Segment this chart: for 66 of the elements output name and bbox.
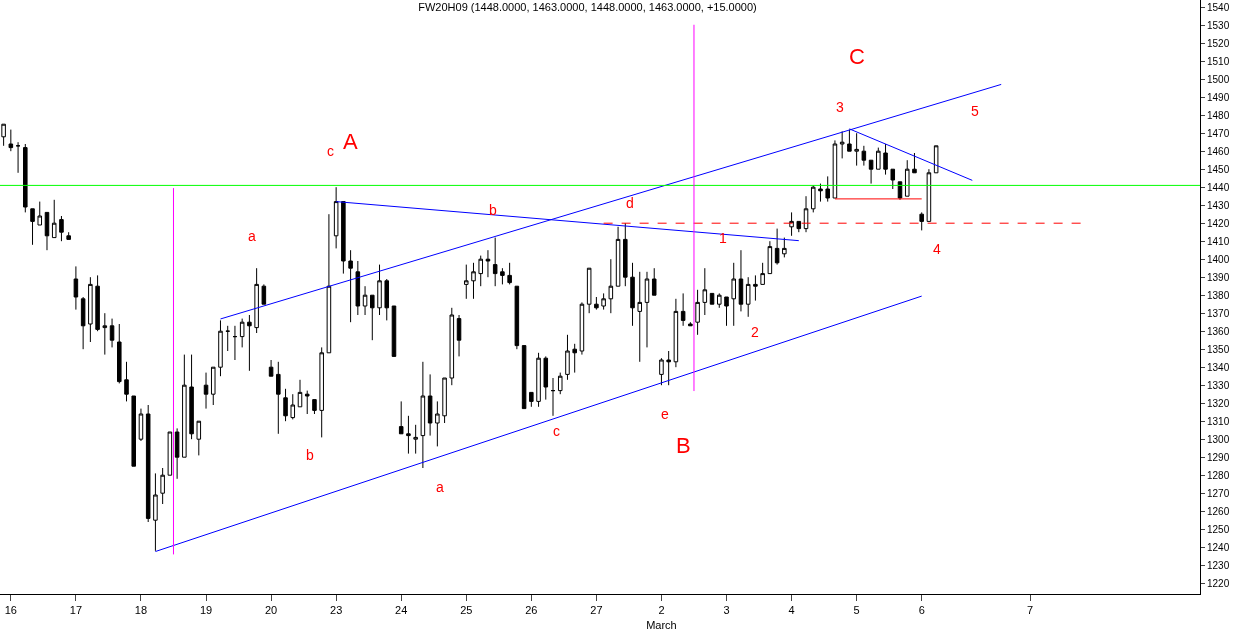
annotation: a [248,228,256,244]
y-tick-label: 1420 [1207,217,1230,229]
y-tick-label: 1510 [1207,55,1230,67]
y-tick-label: 1380 [1207,289,1230,301]
annotation: B [676,433,691,458]
y-tick-label: 1240 [1207,541,1230,553]
y-tick-label: 1530 [1207,19,1230,31]
y-tick-label: 1350 [1207,343,1230,355]
x-tick-label: 4 [788,604,795,617]
y-tick-label: 1480 [1207,109,1230,121]
y-tick-label: 1220 [1207,577,1230,589]
y-tick-label: 1270 [1207,487,1230,499]
x-tick-label: 27 [590,604,603,617]
x-tick-label: 6 [918,604,925,617]
x-tick-label: 25 [460,604,473,617]
x-tick-label: 17 [69,604,83,617]
annotation: b [306,447,314,463]
y-tick-label: 1430 [1207,199,1230,211]
y-tick-label: 1370 [1207,307,1230,319]
annotation: 2 [751,324,759,340]
annotation: e [661,406,669,422]
y-tick-label: 1250 [1207,523,1230,535]
y-tick-label: 1310 [1207,415,1230,427]
x-tick-label: 18 [134,604,148,617]
x-tick-label: 16 [4,604,17,617]
y-tick-label: 1500 [1207,73,1230,85]
y-tick-label: 1290 [1207,451,1230,463]
annotation: a [436,479,444,495]
x-tick-label: 20 [264,604,278,617]
x-tick-label: 19 [199,604,213,617]
annotation: b [489,202,497,218]
y-tick-label: 1390 [1207,271,1230,283]
annotation: c [327,143,334,159]
y-tick-label: 1280 [1207,469,1230,481]
y-tick-label: 1540 [1207,1,1230,13]
y-tick-label: 1320 [1207,397,1230,409]
y-tick-label: 1410 [1207,235,1230,247]
annotation: 5 [971,103,979,119]
annotation: 1 [719,230,727,246]
x-tick-label: 2 March [646,604,677,631]
y-tick-label: 1470 [1207,127,1230,139]
annotation: c [553,423,560,439]
x-tick-label: 3 [723,604,730,617]
annotation: A [343,129,358,154]
chart-title: FW20H09 (1448.0000, 1463.0000, 1448.0000, 1463.0000, +15.0000) [418,0,757,13]
x-tick-label: 23 [330,604,343,617]
annotation: 4 [933,241,941,257]
y-tick-label: 1340 [1207,361,1230,373]
y-tick-label: 1490 [1207,91,1230,103]
y-tick-label: 1260 [1207,505,1230,517]
x-tick-label: 26 [525,604,538,617]
y-tick-label: 1460 [1207,145,1230,157]
annotation: 3 [836,99,844,115]
x-tick-label: 5 [853,604,860,617]
annotation: C [849,44,865,69]
x-tick-label: 7 [1027,604,1034,617]
annotation: d [626,195,634,211]
y-tick-label: 1230 [1207,559,1230,571]
y-tick-label: 1520 [1207,37,1230,49]
y-tick-label: 1360 [1207,325,1230,337]
y-tick-label: 1300 [1207,433,1230,445]
y-tick-label: 1400 [1207,253,1230,265]
y-tick-label: 1450 [1207,163,1230,175]
y-tick-label: 1440 [1207,181,1230,193]
x-tick-label: 24 [395,604,408,617]
y-tick-label: 1330 [1207,379,1230,391]
